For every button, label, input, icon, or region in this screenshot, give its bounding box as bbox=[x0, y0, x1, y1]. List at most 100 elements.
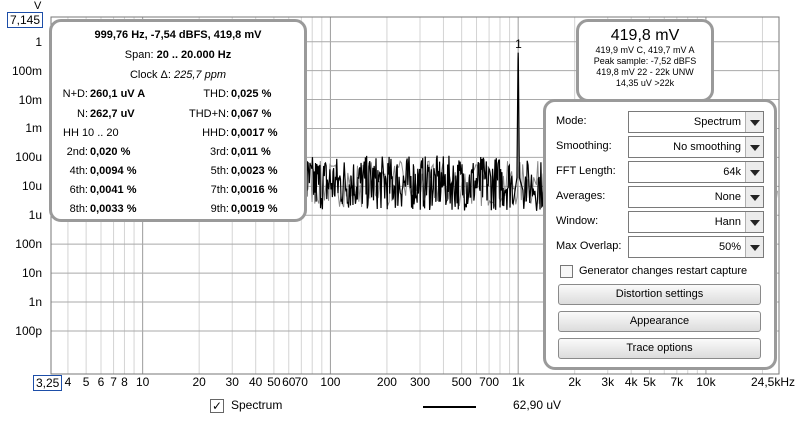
distortion-settings-button[interactable]: Distortion settings bbox=[558, 284, 761, 305]
x-tick-label: 500 bbox=[451, 375, 472, 389]
h6-label: 6th: bbox=[69, 184, 88, 196]
averages-value: None bbox=[714, 191, 741, 203]
peak-marker: 1 bbox=[515, 37, 522, 51]
h3-value: 0,011 % bbox=[231, 146, 271, 158]
thd-value: 0,025 % bbox=[231, 88, 272, 100]
chevron-down-icon[interactable] bbox=[745, 187, 763, 207]
max-overlap-select[interactable]: 50% bbox=[628, 236, 764, 258]
y-tick-label: 100n bbox=[15, 237, 42, 252]
h4-label: 4th: bbox=[69, 165, 88, 177]
x-tick-label: 300 bbox=[409, 375, 430, 389]
chevron-down-icon[interactable] bbox=[745, 112, 763, 132]
clock-row: Clock Δ: 225,7 ppm bbox=[52, 69, 304, 81]
max-overlap-value: 50% bbox=[718, 241, 741, 253]
y-tick-label: 100m bbox=[11, 63, 42, 78]
y-tick-label: 1 bbox=[35, 34, 42, 49]
x-tick-label: 20 bbox=[192, 375, 206, 389]
y-tick-label: 100p bbox=[15, 323, 42, 338]
averages-row: Averages: None bbox=[554, 186, 766, 208]
chevron-down-icon[interactable] bbox=[745, 137, 763, 157]
y-tick-label: 100u bbox=[15, 150, 42, 165]
window-select[interactable]: Hann bbox=[628, 211, 764, 233]
generator-restart-checkbox[interactable] bbox=[560, 265, 573, 278]
legend-series-name: Spectrum bbox=[231, 398, 283, 412]
level-line-4: 14,35 uV >22k bbox=[615, 78, 675, 88]
checkmark-icon: ✓ bbox=[211, 399, 223, 413]
x-tick-label: 6 bbox=[97, 375, 105, 389]
x-tick-label: 7k bbox=[670, 375, 684, 389]
clock-value: 225,7 ppm bbox=[174, 69, 226, 81]
x-tick-label: 5k bbox=[643, 375, 656, 389]
x-tick-label: 8 bbox=[121, 375, 128, 389]
legend-spectrum-checkbox[interactable]: ✓ bbox=[210, 399, 224, 413]
h7-value: 0,0016 % bbox=[231, 184, 278, 196]
trace-options-button[interactable]: Trace options bbox=[558, 338, 761, 359]
settings-panel: Mode: Spectrum Smoothing: No smoothing F… bbox=[543, 99, 777, 370]
x-tick-label: 7 bbox=[110, 375, 117, 389]
y-tick-label: 1n bbox=[28, 295, 42, 310]
level-line-1: 419,9 mV C, 419,7 mV A bbox=[595, 45, 695, 55]
level-main: 419,8 mV bbox=[610, 27, 680, 44]
x-tick-label: 40 bbox=[249, 375, 263, 389]
fft-length-select[interactable]: 64k bbox=[628, 161, 764, 183]
level-line-3: 419,8 mV 22 - 22k UNW bbox=[596, 67, 694, 77]
chevron-down-icon[interactable] bbox=[745, 212, 763, 232]
h3-label: 3rd: bbox=[210, 146, 229, 158]
span-row: Span: 20 .. 20.000 Hz bbox=[52, 49, 304, 61]
hhd-value: 0,0017 % bbox=[231, 127, 278, 139]
mode-label: Mode: bbox=[556, 115, 587, 127]
n-label: N: bbox=[77, 108, 88, 120]
y-unit-label: V bbox=[34, 0, 42, 12]
h9-label: 9th: bbox=[210, 203, 229, 215]
mode-row: Mode: Spectrum bbox=[554, 111, 766, 133]
y-tick-label: 10n bbox=[21, 266, 42, 281]
fft-length-value: 64k bbox=[723, 166, 741, 178]
x-tick-label: 30 bbox=[225, 375, 239, 389]
appearance-button[interactable]: Appearance bbox=[558, 311, 761, 332]
generator-restart-option[interactable]: Generator changes restart capture bbox=[560, 264, 770, 280]
mode-value: Spectrum bbox=[693, 116, 741, 128]
distortion-stats-panel: 999,76 Hz, -7,54 dBFS, 419,8 mV Span: 20… bbox=[49, 19, 307, 222]
level-line-2: Peak sample: -7,52 dBFS bbox=[593, 56, 697, 66]
smoothing-select[interactable]: No smoothing bbox=[628, 136, 764, 158]
x-tick-label: 10 bbox=[135, 375, 150, 389]
stats-header: 999,76 Hz, -7,54 dBFS, 419,8 mV bbox=[94, 29, 262, 41]
h5-label: 5th: bbox=[210, 165, 229, 177]
averages-select[interactable]: None bbox=[628, 186, 764, 208]
x-tick-label: 700 bbox=[479, 375, 500, 389]
window-value: Hann bbox=[714, 216, 741, 228]
x-tick-label: 70 bbox=[294, 375, 308, 389]
y-tick-label: 1m bbox=[25, 121, 42, 136]
x-tick-label: 200 bbox=[376, 375, 397, 389]
window-row: Window: Hann bbox=[554, 211, 766, 233]
x-min-field[interactable]: 3,25 bbox=[33, 375, 63, 391]
chevron-down-icon[interactable] bbox=[745, 162, 763, 182]
h6-value: 0,0041 % bbox=[90, 184, 137, 196]
fft-length-row: FFT Length: 64k bbox=[554, 161, 766, 183]
h2-value: 0,020 % bbox=[90, 146, 131, 158]
averages-label: Averages: bbox=[556, 190, 606, 202]
thd-label: THD: bbox=[203, 88, 229, 100]
y-tick-label: 10u bbox=[21, 179, 42, 194]
nd-label: N+D: bbox=[62, 88, 88, 100]
mode-select[interactable]: Spectrum bbox=[628, 111, 764, 133]
x-tick-label: 1k bbox=[511, 375, 525, 389]
chevron-down-icon[interactable] bbox=[745, 237, 763, 257]
thdn-label: THD+N: bbox=[188, 108, 229, 120]
h5-value: 0,0023 % bbox=[231, 165, 278, 177]
span-value: 20 .. 20.000 Hz bbox=[156, 49, 232, 61]
generator-restart-label: Generator changes restart capture bbox=[579, 265, 748, 277]
h8-value: 0,0033 % bbox=[90, 203, 137, 215]
max-overlap-label: Max Overlap: bbox=[556, 240, 622, 252]
x-tick-label: 24,5kHz bbox=[750, 375, 796, 389]
span-label: Span: bbox=[124, 49, 154, 61]
x-tick-label: 60 bbox=[282, 375, 296, 389]
y-max-field[interactable]: 7,145 bbox=[7, 12, 44, 28]
max-overlap-row: Max Overlap: 50% bbox=[554, 236, 766, 258]
fft-length-label: FFT Length: bbox=[556, 165, 616, 177]
x-tick-label: 50 bbox=[267, 375, 281, 389]
x-tick-label: 10k bbox=[696, 375, 716, 389]
legend-value: 62,90 uV bbox=[513, 398, 562, 412]
legend-line-swatch bbox=[423, 406, 476, 408]
smoothing-value: No smoothing bbox=[673, 141, 741, 153]
